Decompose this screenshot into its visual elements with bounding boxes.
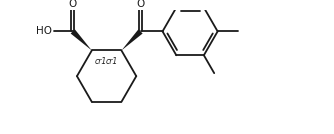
Text: HO: HO	[35, 26, 51, 36]
Polygon shape	[122, 29, 143, 51]
Text: O: O	[68, 0, 77, 9]
Text: cr1: cr1	[95, 57, 107, 66]
Polygon shape	[70, 29, 92, 51]
Text: O: O	[136, 0, 145, 9]
Text: cr1: cr1	[106, 57, 118, 66]
